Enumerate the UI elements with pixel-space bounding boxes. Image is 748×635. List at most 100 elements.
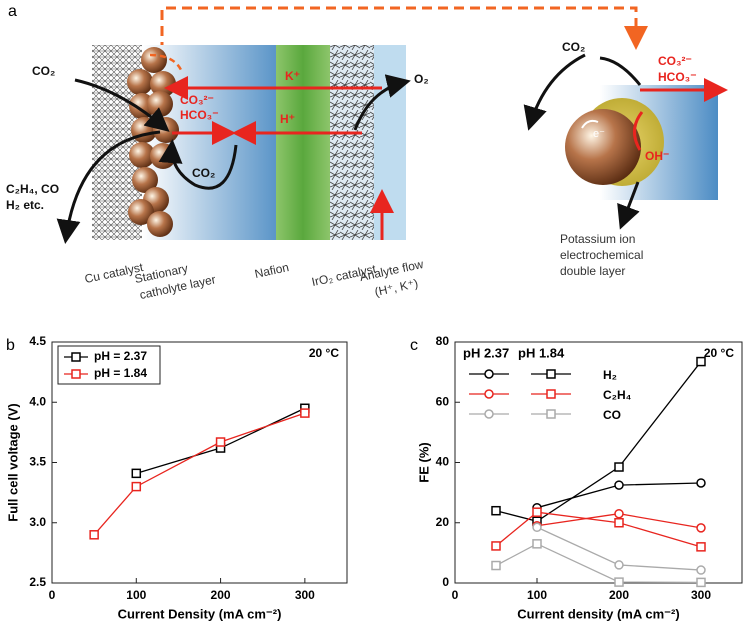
marker — [89, 530, 99, 540]
label: CO₃²⁻ — [658, 54, 692, 68]
label: O₂ — [414, 72, 429, 86]
legend-column: pH 2.37 — [463, 345, 509, 360]
dashed-arc — [149, 53, 184, 73]
marker — [532, 522, 542, 533]
dashed-link — [160, 6, 648, 68]
x-tick-label: 100 — [126, 588, 146, 602]
marker — [131, 468, 142, 479]
electron-arc — [581, 119, 599, 129]
co2-return-arrow — [158, 139, 238, 190]
chart: b 0 100 200 300 2.5 3.0 3.5 4.0 4.5 Current Densit… — [5, 334, 348, 621]
y-tick-label: 40 — [436, 455, 450, 469]
marker — [484, 389, 494, 399]
x-tick-label: 0 — [49, 588, 56, 602]
panel-label: a — [8, 3, 17, 20]
label: H₂ etc. — [6, 198, 44, 212]
label: OH⁻ — [645, 149, 669, 163]
marker — [484, 369, 494, 379]
oh-arc — [633, 111, 644, 151]
x-axis-label: Current Density (mA cm⁻²) — [118, 606, 282, 621]
chart: c 0 100 200 300 0 20 40 60 80 Current density (mA … — [410, 334, 743, 621]
label: CO₂ — [32, 64, 55, 78]
marker — [491, 505, 501, 516]
label: C₂H₄, CO — [6, 182, 59, 196]
legend-label: CO — [603, 408, 621, 422]
schematic: a CO₂ C₂H₄, CO H₂ etc. K⁺ H⁺ CO₃²⁻ HCO₃⁻… — [6, 3, 728, 302]
marker — [532, 507, 542, 517]
marker — [696, 523, 706, 533]
series-line — [495, 543, 702, 584]
marker — [614, 560, 624, 570]
annotation: 20 °C — [704, 346, 734, 360]
label: e⁻ — [593, 128, 605, 140]
y-tick-label: 2.5 — [29, 575, 46, 589]
label: HCO₃⁻ — [658, 70, 697, 84]
marker — [300, 408, 310, 418]
y-tick-label: 3.0 — [29, 515, 46, 529]
y-tick-label: 60 — [436, 394, 450, 408]
legend-label: H₂ — [603, 368, 617, 382]
panel-label: c — [410, 337, 418, 354]
marker — [696, 577, 706, 588]
x-tick-label: 200 — [609, 588, 629, 602]
y-tick-label: 3.5 — [29, 455, 46, 469]
series-line — [93, 412, 306, 536]
marker — [696, 356, 706, 367]
iro2-mesh — [330, 45, 374, 240]
label: double layer — [560, 264, 625, 278]
anolyte — [374, 45, 406, 240]
x-tick-label: 300 — [691, 588, 711, 602]
x-tick-label: 100 — [527, 588, 547, 602]
marker — [71, 352, 81, 362]
y-axis-label: Full cell voltage (V) — [5, 403, 20, 521]
y-tick-label: 4.0 — [29, 394, 46, 408]
marker — [484, 409, 494, 419]
marker — [614, 577, 624, 587]
x-tick-label: 200 — [211, 588, 231, 602]
marker — [614, 462, 624, 472]
label: Potassium ion — [560, 232, 635, 246]
annotation: 20 °C — [309, 346, 339, 360]
series-line — [495, 361, 702, 522]
series-line — [495, 511, 702, 548]
label: CO₂ — [562, 40, 585, 54]
product-arrow — [56, 130, 161, 244]
y-tick-label: 20 — [436, 515, 450, 529]
legend-label: pH = 2.37 — [94, 349, 147, 363]
y-tick-label: 80 — [436, 334, 450, 348]
layer-labels: Cu catalyst Stationary catholyte layer N… — [83, 257, 425, 302]
y-tick-label: 4.5 — [29, 334, 46, 348]
legend-label: pH = 1.84 — [94, 366, 147, 380]
marker — [614, 480, 624, 490]
y-axis-label: FE (%) — [416, 442, 431, 482]
label: Nafion — [253, 260, 290, 281]
nafion — [276, 45, 330, 240]
co2-arrow — [523, 53, 586, 131]
marker — [546, 369, 556, 379]
label: electrochemical — [560, 248, 643, 262]
label: HCO₃⁻ — [180, 108, 219, 122]
label: CO₃²⁻ — [180, 93, 214, 107]
co2-in-arrow — [74, 78, 170, 132]
legend-label: C₂H₄ — [603, 388, 632, 402]
cu-particle — [565, 109, 641, 185]
marker — [696, 478, 706, 488]
marker — [71, 369, 81, 379]
o2-arrow — [353, 74, 411, 131]
legend-column: pH 1.84 — [518, 345, 565, 360]
x-tick-label: 0 — [452, 588, 459, 602]
marker — [491, 541, 501, 551]
co2-arrow — [599, 56, 642, 86]
marker — [546, 389, 556, 399]
x-axis-label: Current density (mA cm⁻²) — [517, 606, 679, 621]
marker — [532, 539, 542, 549]
marker — [131, 481, 142, 492]
label: H⁺ — [280, 112, 295, 126]
panel-label: b — [6, 337, 15, 354]
label: CO₂ — [192, 166, 215, 180]
layer-arrow — [617, 181, 640, 230]
marker — [491, 560, 501, 571]
marker — [614, 518, 624, 528]
marker — [696, 542, 706, 552]
